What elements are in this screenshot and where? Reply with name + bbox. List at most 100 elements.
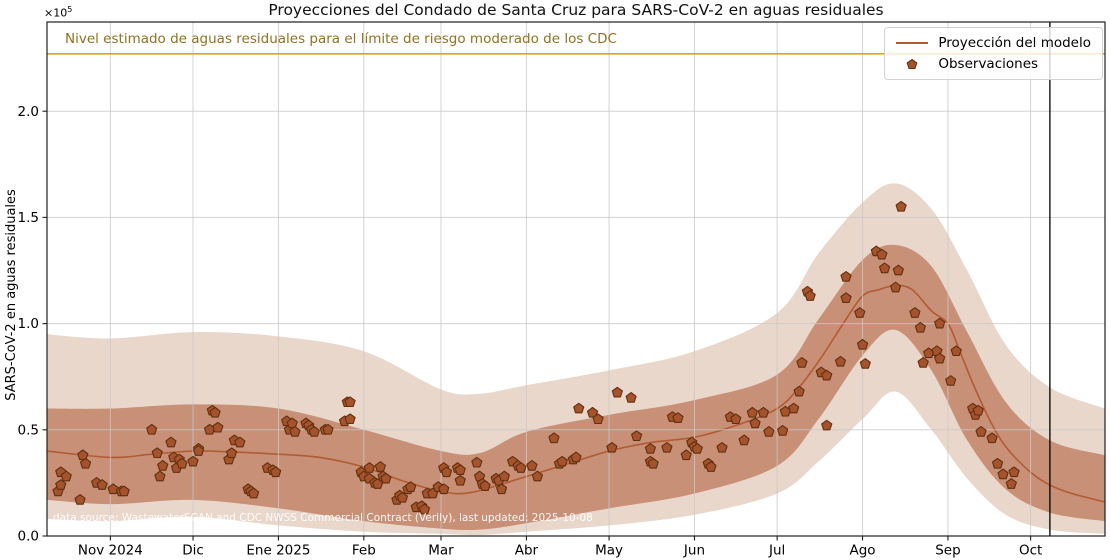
observation-marker — [746, 406, 758, 418]
observation-marker — [788, 402, 800, 414]
observation-marker — [471, 456, 483, 468]
observation-marker — [1005, 478, 1017, 489]
chart-title: Proyecciones del Condado de Santa Cruz p… — [268, 1, 884, 19]
observation-marker — [757, 406, 769, 418]
observation-marker — [796, 357, 808, 368]
observation-marker — [498, 470, 510, 482]
y-tick-label: 0.0 — [18, 529, 39, 545]
observation-marker — [556, 455, 568, 467]
observation-marker — [396, 491, 409, 503]
x-tick-label: Feb — [352, 543, 376, 559]
offset-base: ×10 — [44, 6, 68, 20]
observation-marker — [738, 434, 750, 446]
observation-marker — [680, 449, 692, 461]
x-tick-label: Jul — [768, 543, 785, 559]
observation-marker — [876, 248, 888, 260]
legend-model-label: Proyección del modelo — [938, 35, 1091, 51]
observation-marker — [212, 421, 224, 433]
x-tick-label: Abr — [515, 543, 539, 559]
inner_interval-band — [47, 244, 1105, 531]
x-tick-label: May — [595, 543, 623, 559]
observation-marker — [226, 447, 238, 459]
observation-marker — [176, 457, 188, 469]
legend-item-model: Proyección del modelo — [895, 35, 1091, 51]
observation-marker — [157, 460, 169, 471]
observation-marker — [322, 423, 334, 435]
y-tick-label: 2.0 — [18, 104, 39, 120]
observation-marker — [74, 494, 86, 505]
observation-marker — [363, 462, 375, 473]
observation-marker — [154, 470, 166, 482]
observation-marker — [804, 290, 816, 301]
observation-marker — [892, 264, 904, 276]
observation-marker — [878, 262, 891, 274]
axis-ticks: Nov 2024 Dic Ene 2025 Feb Mar Abr May Jun Jul Ago… — [18, 104, 1043, 559]
observation-marker — [644, 443, 656, 454]
observation-marker — [165, 436, 177, 448]
observation-marker — [950, 345, 962, 357]
observation-marker — [991, 457, 1004, 469]
observation-marker — [573, 402, 585, 414]
observation-marker — [286, 417, 298, 429]
observation-marker — [192, 445, 205, 456]
y-tick-label: 1.5 — [18, 210, 39, 226]
observation-marker — [440, 466, 453, 478]
observations — [52, 200, 1020, 515]
x-tick-label: Dic — [182, 543, 204, 559]
observation-marker — [248, 487, 260, 499]
observation-marker — [859, 358, 871, 369]
threshold-label: Nivel estimado de aguas residuales para … — [65, 31, 617, 47]
model-line-swatch-wrap — [895, 42, 929, 44]
y-axis-label: SARS-CoV-2 en aguas residuales — [4, 189, 19, 401]
observation-marker — [234, 436, 246, 448]
observation-marker — [716, 442, 728, 453]
plot-area — [47, 183, 1105, 536]
observation-marker — [890, 281, 902, 293]
pentagon-glyph — [906, 58, 918, 70]
observation-marker — [895, 200, 907, 212]
observation-marker — [1008, 466, 1020, 478]
legend-observations-label: Observaciones — [938, 56, 1039, 72]
pentagon-marker-icon — [906, 58, 918, 70]
observation-marker — [945, 375, 957, 386]
observation-marker — [531, 470, 544, 482]
x-tick-label: Sep — [935, 543, 960, 559]
observation-marker — [79, 457, 92, 469]
observation-marker — [647, 457, 659, 469]
observation-marker — [934, 317, 946, 329]
observation-marker — [625, 392, 637, 403]
observation-marker — [986, 432, 998, 444]
observation-marker — [909, 307, 921, 318]
x-tick-label: Oct — [1019, 543, 1042, 559]
observation-marker — [840, 271, 852, 282]
observation-marker — [749, 417, 761, 429]
observation-marker — [526, 460, 538, 471]
observation-marker — [344, 413, 356, 425]
x-tick-label: Jun — [683, 543, 705, 559]
observation-marker — [570, 451, 582, 463]
observation-marker — [834, 355, 847, 367]
observation-marker — [515, 462, 527, 473]
observation-marker — [691, 443, 703, 454]
observation-marker — [548, 432, 560, 444]
gridlines — [47, 22, 1105, 536]
observation-marker — [344, 396, 356, 408]
observation-marker — [151, 447, 163, 459]
observation-marker — [118, 485, 130, 497]
observation-marker — [586, 406, 599, 418]
observation-marker — [730, 413, 742, 425]
observation-marker — [438, 483, 450, 495]
observation-marker — [854, 307, 866, 318]
x-tick-label: Ago — [850, 543, 876, 559]
observation-marker — [187, 455, 199, 467]
observation-marker — [380, 472, 392, 484]
observation-marker — [60, 470, 72, 482]
observation-marker — [611, 386, 623, 398]
observation-swatch-wrap — [895, 57, 929, 71]
y-tick-label: 1.0 — [18, 316, 39, 332]
observation-marker — [270, 466, 282, 478]
observation-marker — [914, 322, 926, 333]
observation-marker — [672, 412, 684, 423]
